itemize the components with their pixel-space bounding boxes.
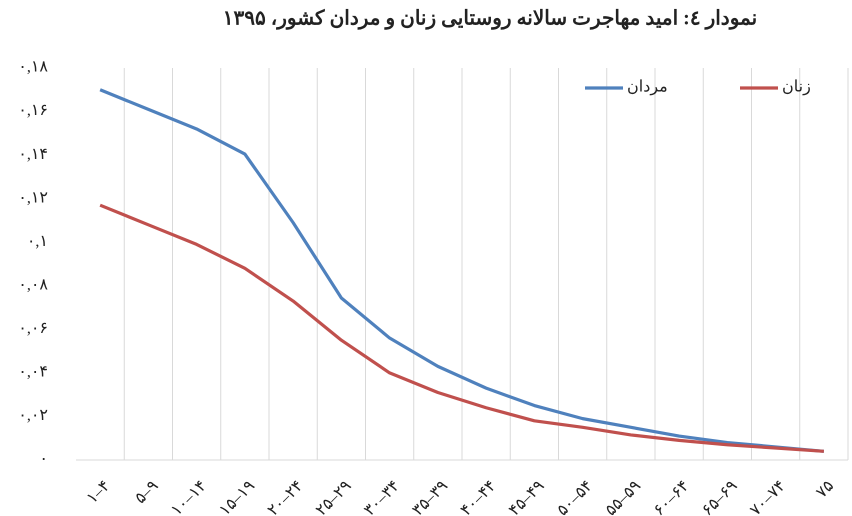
x-tick-label: ۲۵–۲۹	[313, 477, 355, 516]
y-tick-label: ۰,۰۲	[18, 407, 48, 424]
x-tick-label: ۴۵–۴۹	[506, 477, 548, 516]
legend-label: مردان	[627, 79, 668, 96]
series-line	[99, 203, 824, 453]
x-tick-label: ۳۰–۳۴	[361, 477, 403, 516]
x-tick-label: ۷۰–۷۴	[747, 477, 789, 516]
x-tick-label: ۵۵–۵۹	[602, 477, 644, 516]
y-tick-label: ۰,۰۸	[18, 276, 48, 293]
series-line	[99, 88, 825, 453]
x-tick-label: ۱–۴	[84, 477, 114, 507]
y-tick-label: ۰,۰۴	[18, 364, 48, 381]
x-tick-label: ۵–۹	[132, 477, 162, 507]
y-tick-label: ۰,۱۴	[18, 146, 48, 163]
y-tick-label: ۰,۱۸	[18, 59, 48, 76]
x-tick-label: ۱۵–۱۹	[216, 477, 258, 516]
x-tick-label: ۷۵	[813, 477, 837, 501]
x-tick-label: ۳۵–۳۹	[409, 477, 451, 516]
y-tick-label: ۰,۱۶	[18, 102, 48, 119]
y-tick-label: ۰,۰۶	[18, 320, 48, 337]
x-tick-label: ۶۰–۶۴	[651, 477, 693, 516]
x-tick-label: ۵۰–۵۴	[554, 477, 596, 516]
y-tick-label: ۰,۱۲	[18, 189, 48, 206]
legend-label: زنان	[782, 79, 811, 96]
x-tick-label: ۶۵–۶۹	[699, 477, 741, 516]
x-tick-label: ۲۰–۲۴	[265, 477, 307, 516]
chart-title: نمودار ٤: امید مهاجرت سالانه روستایی زنا…	[223, 8, 757, 31]
y-tick-label: ۰	[39, 451, 48, 468]
x-tick-label: ۱۰–۱۴	[168, 477, 210, 516]
y-tick-label: ۰,۱	[27, 233, 48, 250]
x-tick-label: ۴۰–۴۴	[458, 477, 500, 516]
